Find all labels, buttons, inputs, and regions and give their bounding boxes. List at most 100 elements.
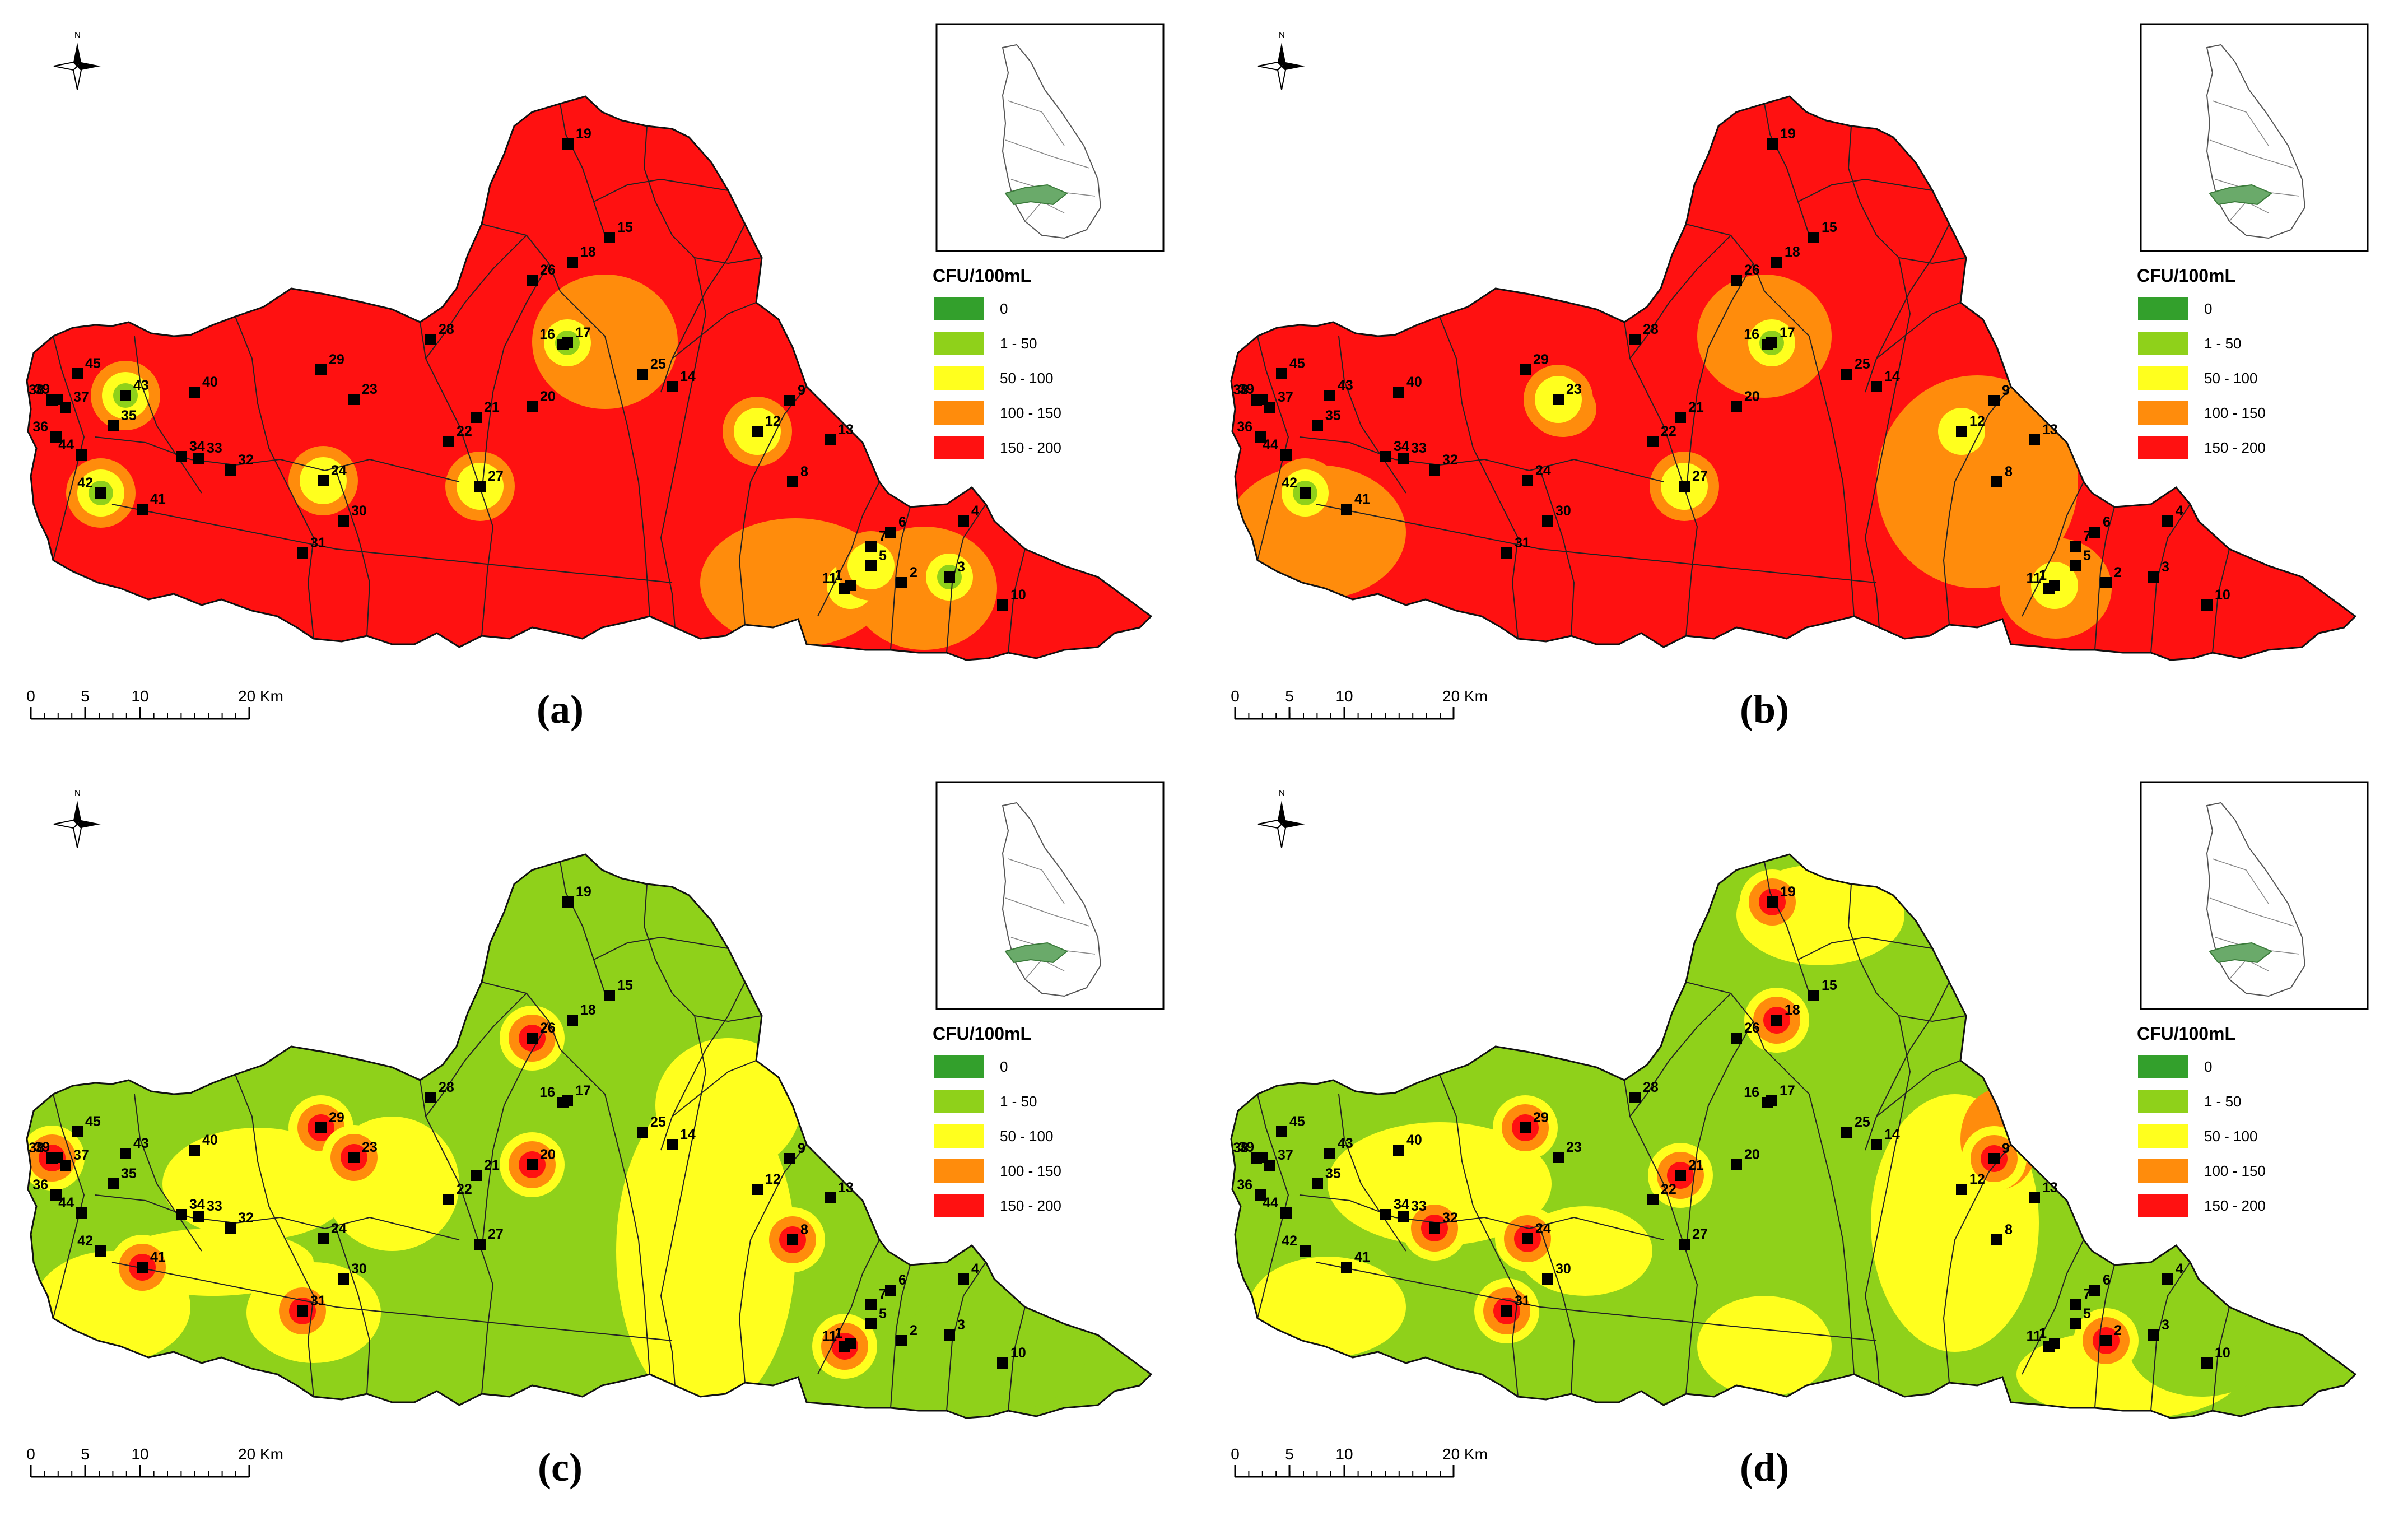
station-marker: [1380, 451, 1391, 462]
station-label: 33: [1411, 1198, 1427, 1214]
station-marker: [176, 451, 187, 462]
district-boundary: [1008, 548, 1026, 653]
district-boundary: [1629, 993, 1731, 1117]
panel-caption: (d): [1740, 1445, 1789, 1490]
station-marker: [1312, 1178, 1323, 1189]
station-label: 43: [1338, 1136, 1353, 1151]
district-boundary: [738, 386, 807, 625]
station-label: 30: [351, 1261, 367, 1277]
district-boundary: [1764, 103, 1810, 236]
legend-label: 150 - 200: [2204, 1197, 2266, 1214]
map-panel: N 1 2 3 4 5 6 7 8 9 10 11 12 13 14 15 16 17 18 19 20 21 22 23 24…: [1204, 0, 2408, 758]
station-marker: [225, 464, 236, 476]
station-marker: [1629, 1092, 1641, 1103]
station-label: 23: [1566, 1140, 1582, 1155]
station-marker: [76, 1207, 87, 1219]
legend-swatch: [934, 436, 984, 459]
station-label: 21: [1688, 399, 1704, 415]
legend-swatch: [934, 1194, 984, 1217]
district-boundary: [890, 506, 911, 650]
station-label: 37: [1278, 1147, 1293, 1163]
district-boundary: [1864, 257, 1911, 628]
district-boundaries: [1257, 103, 2230, 653]
station-marker: [297, 547, 308, 559]
station-label: 32: [238, 452, 254, 468]
station-marker: [1647, 1194, 1659, 1205]
station-label: 8: [800, 464, 808, 480]
study-area-highlight: [1004, 184, 1068, 206]
station-label: 1: [835, 1326, 842, 1341]
district-boundary: [1624, 1080, 1698, 1394]
station-marker: [1841, 369, 1852, 380]
station-marker: [189, 1145, 200, 1156]
station-marker: [108, 1178, 119, 1189]
station-label: 39: [1238, 1140, 1254, 1155]
legend-swatch: [934, 1159, 984, 1183]
study-area-highlight: [2209, 942, 2272, 964]
station-marker: [637, 1127, 648, 1138]
district-boundary: [1943, 1144, 2011, 1383]
station-label: 30: [1555, 503, 1571, 519]
station-label: 41: [1354, 1249, 1370, 1265]
district-boundary: [890, 1264, 911, 1408]
legend-swatch: [2138, 332, 2188, 355]
district-boundary: [111, 504, 673, 583]
scale-tick-label: 0: [1231, 1445, 1240, 1463]
station-marker: [958, 1273, 969, 1285]
station-marker: [1380, 1209, 1391, 1220]
station-label: 2: [910, 1323, 917, 1338]
map-panel: N 1 2 3 4 5 6 7 8 9 10 11 12 13 14 15 16 17 18 19 20 21 22 23 24…: [0, 0, 1204, 758]
station-marker: [2162, 515, 2173, 527]
basin-outline: [1230, 853, 2357, 1419]
district-boundary: [1338, 336, 1406, 494]
station-label: 5: [2083, 548, 2091, 564]
station-marker: [1256, 1152, 1268, 1163]
station-label: 29: [1533, 352, 1549, 368]
station-marker: [1731, 401, 1742, 412]
district-boundary: [1685, 982, 1855, 1375]
station-label: 35: [121, 1166, 137, 1182]
legend-swatch: [2138, 1159, 2188, 1183]
station-label: 43: [133, 1136, 149, 1151]
legend-label: 100 - 150: [1000, 404, 1061, 421]
district-boundary: [1316, 504, 1877, 583]
district-boundary: [425, 993, 527, 1117]
scale-tick-label: 5: [81, 1445, 90, 1463]
legend-swatch: [934, 401, 984, 425]
zone: [1249, 1257, 1406, 1357]
station-marker: [1393, 387, 1404, 398]
legend-label: 0: [2204, 300, 2212, 317]
station-marker: [315, 1122, 327, 1133]
inset-map: [2140, 23, 2369, 252]
district-boundary: [481, 263, 549, 494]
base-surface: [1231, 854, 2355, 1418]
station-label: 9: [2002, 1141, 2010, 1156]
north-arrow-icon: N: [53, 31, 101, 90]
legend-label: 50 - 100: [1000, 1128, 1053, 1145]
station-label: 44: [58, 1195, 74, 1211]
legend: CFU/100mL 0 1 - 50 50 - 100 100 - 150 150 - 2…: [2137, 266, 2266, 459]
station-marker: [2070, 1318, 2081, 1329]
station-marker: [2029, 434, 2040, 445]
district-boundary: [1008, 1306, 1026, 1411]
station-marker: [1501, 1305, 1512, 1317]
station-marker: [885, 527, 896, 538]
station-marker: [865, 560, 877, 571]
station-marker: [108, 420, 119, 431]
station-marker: [338, 515, 349, 527]
legend-label: 100 - 150: [2204, 404, 2266, 421]
station-marker: [1679, 481, 1690, 492]
basin-outline: [26, 95, 1153, 661]
legend: CFU/100mL 0 1 - 50 50 - 100 100 - 150 150 - 2…: [933, 266, 1061, 459]
district-boundary: [817, 481, 880, 617]
station-label: 26: [540, 262, 556, 278]
station-marker: [1522, 1233, 1533, 1244]
scale-bar: 0 5 10 20 Km: [1231, 1445, 1488, 1478]
station-label: 36: [1237, 1177, 1252, 1193]
station-label: 15: [1822, 220, 1837, 235]
district-boundary: [481, 224, 650, 617]
district-boundary: [1624, 322, 1698, 636]
